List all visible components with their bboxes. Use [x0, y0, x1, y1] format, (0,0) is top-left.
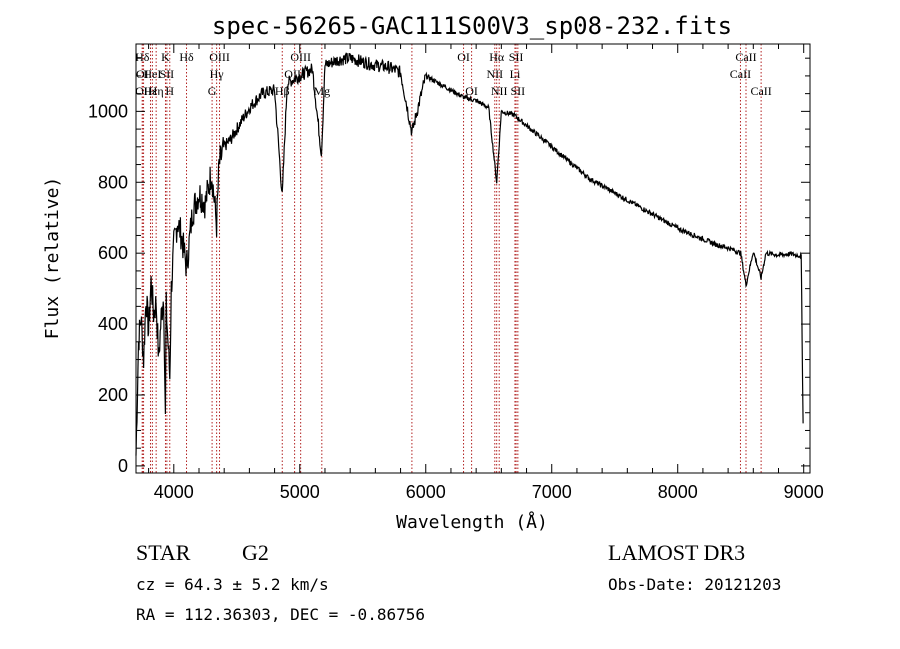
y-tick-label: 400: [98, 314, 128, 334]
x-axis-label: Wavelength (Å): [396, 511, 548, 533]
marker-label: Li: [510, 67, 521, 81]
object-class: STAR: [136, 540, 191, 565]
y-tick-label: 800: [98, 172, 128, 192]
marker-label: SII: [511, 84, 526, 98]
marker-label: OIII: [209, 50, 230, 64]
marker-label: OI: [136, 67, 149, 81]
y-tick-label: 1000: [88, 101, 128, 121]
marker-label: NII: [491, 84, 508, 98]
y-axis-label: Flux (relative): [42, 177, 63, 340]
coordinates-text: RA = 112.36303, DEC = -0.86756: [136, 605, 425, 624]
x-tick-label: 6000: [406, 482, 446, 502]
y-axis: 0 200 400 600 800 1000: [88, 57, 810, 476]
x-tick-label: 7000: [532, 482, 572, 502]
marker-label: OI: [465, 84, 478, 98]
y-tick-label: 200: [98, 385, 128, 405]
x-axis: 4000 5000 6000 7000 8000 9000: [148, 44, 824, 502]
plot-frame: [135, 43, 811, 474]
marker-label: Hγ: [210, 67, 225, 81]
obs-date: Obs-Date: 20121203: [608, 575, 781, 594]
marker-label: G: [208, 84, 217, 98]
marker-label: Hδ: [179, 50, 194, 64]
marker-label: OII: [135, 84, 152, 98]
chart-title: spec-56265-GAC111S00V3_sp08-232.fits: [212, 12, 732, 40]
marker-label: CaII: [750, 84, 771, 98]
marker-label: H: [165, 84, 174, 98]
marker-label: SII: [160, 67, 175, 81]
x-tick-label: 9000: [784, 482, 824, 502]
x-tick-label: 8000: [658, 482, 698, 502]
y-tick-label: 0: [118, 456, 128, 476]
marker-lines: [141, 44, 762, 473]
redshift-text: cz = 64.3 ± 5.2 km/s: [136, 575, 329, 594]
marker-label: CaII: [730, 67, 751, 81]
marker-label: OI: [457, 50, 470, 64]
marker-label: Hβ: [275, 84, 290, 98]
marker-label: CaII: [735, 50, 756, 64]
x-tick-label: 5000: [280, 482, 320, 502]
marker-label: Hε: [144, 84, 158, 98]
marker-label: SII: [509, 50, 524, 64]
marker-label: NII: [486, 67, 503, 81]
marker-label: Hα: [489, 50, 505, 64]
marker-label: HeI: [143, 67, 161, 81]
marker-label: Hδ: [135, 50, 150, 64]
survey-name: LAMOST DR3: [608, 540, 745, 565]
marker-label: K: [161, 50, 170, 64]
spectrum-line: [135, 52, 804, 456]
y-tick-label: 600: [98, 243, 128, 263]
marker-label: OIII: [290, 50, 311, 64]
marker-label: Mg: [313, 84, 330, 98]
marker-label: Hη: [149, 84, 164, 98]
x-tick-label: 4000: [154, 482, 194, 502]
object-subclass: G2: [242, 540, 269, 565]
